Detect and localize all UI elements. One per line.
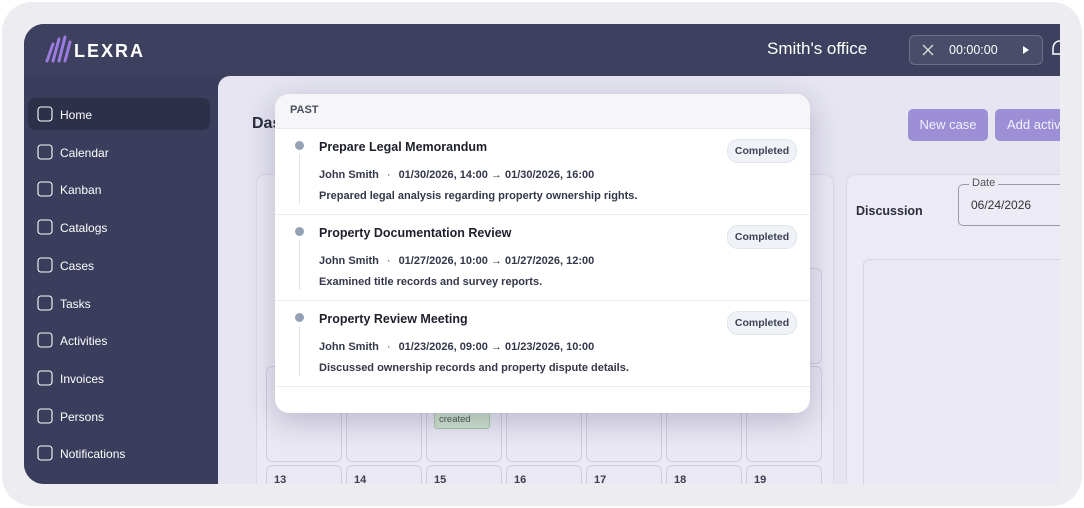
activity-entry[interactable]: Prepare Legal Memorandum Completed John Sm… xyxy=(275,128,810,215)
nav-icon xyxy=(37,144,53,160)
activity-title: Property Review Meeting xyxy=(319,312,468,326)
nav-label: Invoices xyxy=(60,371,105,386)
calendar-cell: 16 xyxy=(506,465,582,484)
timeline-line xyxy=(299,240,300,290)
timeline-dot xyxy=(295,227,304,236)
activity-person: John Smith xyxy=(319,341,379,353)
nav-item[interactable]: Calendar xyxy=(28,136,210,168)
nav-item[interactable]: Invoices xyxy=(28,362,210,394)
status-badge: Completed xyxy=(727,225,797,249)
bell-icon[interactable] xyxy=(1050,38,1060,60)
nav-label: Cases xyxy=(60,258,95,273)
calendar-cell: 14 xyxy=(346,465,422,484)
calendar-cell: 13 xyxy=(266,465,342,484)
activity-person: John Smith xyxy=(319,255,379,267)
activity-period: 01/30/2026, 14:00 → 01/30/2026, 16:00 xyxy=(398,169,595,181)
discussion-panel: Discussion Date 06/24/2026 xyxy=(846,174,1060,484)
activity-period: 01/23/2026, 09:00 → 01/23/2026, 10:00 xyxy=(398,341,595,353)
activity-entry[interactable]: Property Documentation Review Completed Jo… xyxy=(275,214,810,301)
nav-label: Kanban xyxy=(60,183,102,198)
nav-item[interactable]: Kanban xyxy=(28,173,210,205)
nav-icon xyxy=(37,445,53,461)
nav-icon xyxy=(37,257,53,273)
timer-value: 00:00:00 xyxy=(949,43,998,57)
past-activities-popup: PAST Prepare Legal Memorandum Completed Jo… xyxy=(275,94,810,413)
sidebar: Home Calendar Kanban Catalogs Cases Tasks Acti… xyxy=(24,76,218,484)
nav-icon xyxy=(37,408,53,424)
calendar-cell: 17 xyxy=(586,465,662,484)
nav-icon xyxy=(37,370,53,386)
calendar-cell: 19 xyxy=(746,465,822,484)
nav-item[interactable]: Tasks xyxy=(28,287,210,319)
activity-description: Discussed ownership records and property… xyxy=(319,362,629,374)
stop-icon[interactable] xyxy=(922,44,934,56)
nav-label: Home xyxy=(60,108,93,122)
day-number: 15 xyxy=(434,474,447,484)
nav-label: Catalogs xyxy=(60,221,108,236)
timeline-line xyxy=(299,154,300,204)
activity-person: John Smith xyxy=(319,169,379,181)
day-number: 19 xyxy=(754,474,767,484)
date-field[interactable]: Date 06/24/2026 xyxy=(958,177,1060,226)
discussion-title: Discussion xyxy=(856,204,923,218)
date-value: 06/24/2026 xyxy=(971,198,1032,212)
nav-item[interactable]: Catalogs xyxy=(28,211,210,243)
nav-icon xyxy=(37,181,53,197)
day-number: 16 xyxy=(514,474,527,484)
day-number: 18 xyxy=(674,474,687,484)
nav-icon xyxy=(37,294,53,311)
activity-description: Prepared legal analysis regarding proper… xyxy=(319,190,638,202)
nav-item[interactable]: Notifications xyxy=(28,437,210,469)
activity-description: Examined title records and survey report… xyxy=(319,276,543,288)
timeline-dot xyxy=(295,313,304,322)
nav-icon xyxy=(37,332,53,348)
day-number: 17 xyxy=(594,474,607,484)
activity-title: Property Documentation Review xyxy=(319,226,512,240)
nav-label: Calendar xyxy=(60,145,109,160)
nav-icon xyxy=(37,106,53,122)
timeline-line xyxy=(299,326,300,376)
popup-heading: PAST xyxy=(290,104,319,116)
nav-label: Persons xyxy=(60,409,105,424)
office-name: Smith's office xyxy=(767,39,868,58)
nav-icon xyxy=(37,219,53,235)
nav-item[interactable]: Cases xyxy=(28,249,210,281)
meta-separator: · xyxy=(386,341,391,353)
activity-title: Prepare Legal Memorandum xyxy=(319,140,488,154)
play-icon[interactable] xyxy=(1021,45,1031,55)
activity-period: 01/27/2026, 10:00 → 01/27/2026, 12:00 xyxy=(398,255,595,267)
nav-item[interactable]: Home xyxy=(28,98,210,130)
activity-meta: John Smith · 01/27/2026, 10:00 → 01/27/202… xyxy=(319,255,594,267)
popup-header: PAST xyxy=(275,94,810,129)
activity-entry[interactable]: Property Review Meeting Completed John Smi… xyxy=(275,300,810,387)
nav-item[interactable]: Persons xyxy=(28,400,210,432)
day-number: 14 xyxy=(354,474,367,484)
activity-meta: John Smith · 01/23/2026, 09:00 → 01/23/202… xyxy=(319,341,594,353)
calendar-cell: 15 xyxy=(426,465,502,484)
brand: LEXRA xyxy=(74,41,146,61)
timer[interactable]: 00:00:00 xyxy=(909,35,1043,65)
meta-separator: · xyxy=(386,255,391,267)
day-number: 13 xyxy=(274,474,287,484)
discussion-box xyxy=(863,259,1060,484)
nav-label: Notifications xyxy=(60,447,126,462)
logo-mark xyxy=(45,35,72,63)
meta-separator: · xyxy=(386,169,391,181)
activity-meta: John Smith · 01/30/2026, 14:00 → 01/30/202… xyxy=(319,169,594,181)
status-badge: Completed xyxy=(727,139,797,163)
timeline-dot xyxy=(295,141,304,150)
top-bar: LEXRA Smith's office 00:00:00 xyxy=(24,24,1060,76)
date-label: Date xyxy=(969,177,999,189)
nav-label: Tasks xyxy=(60,296,91,311)
nav-label: Activities xyxy=(60,334,108,349)
nav-item[interactable]: Activities xyxy=(28,324,210,356)
add-activity-button[interactable]: Add activity xyxy=(995,109,1060,141)
new-case-button[interactable]: New case xyxy=(908,109,988,141)
status-badge: Completed xyxy=(727,311,797,335)
calendar-cell: 18 xyxy=(666,465,742,484)
